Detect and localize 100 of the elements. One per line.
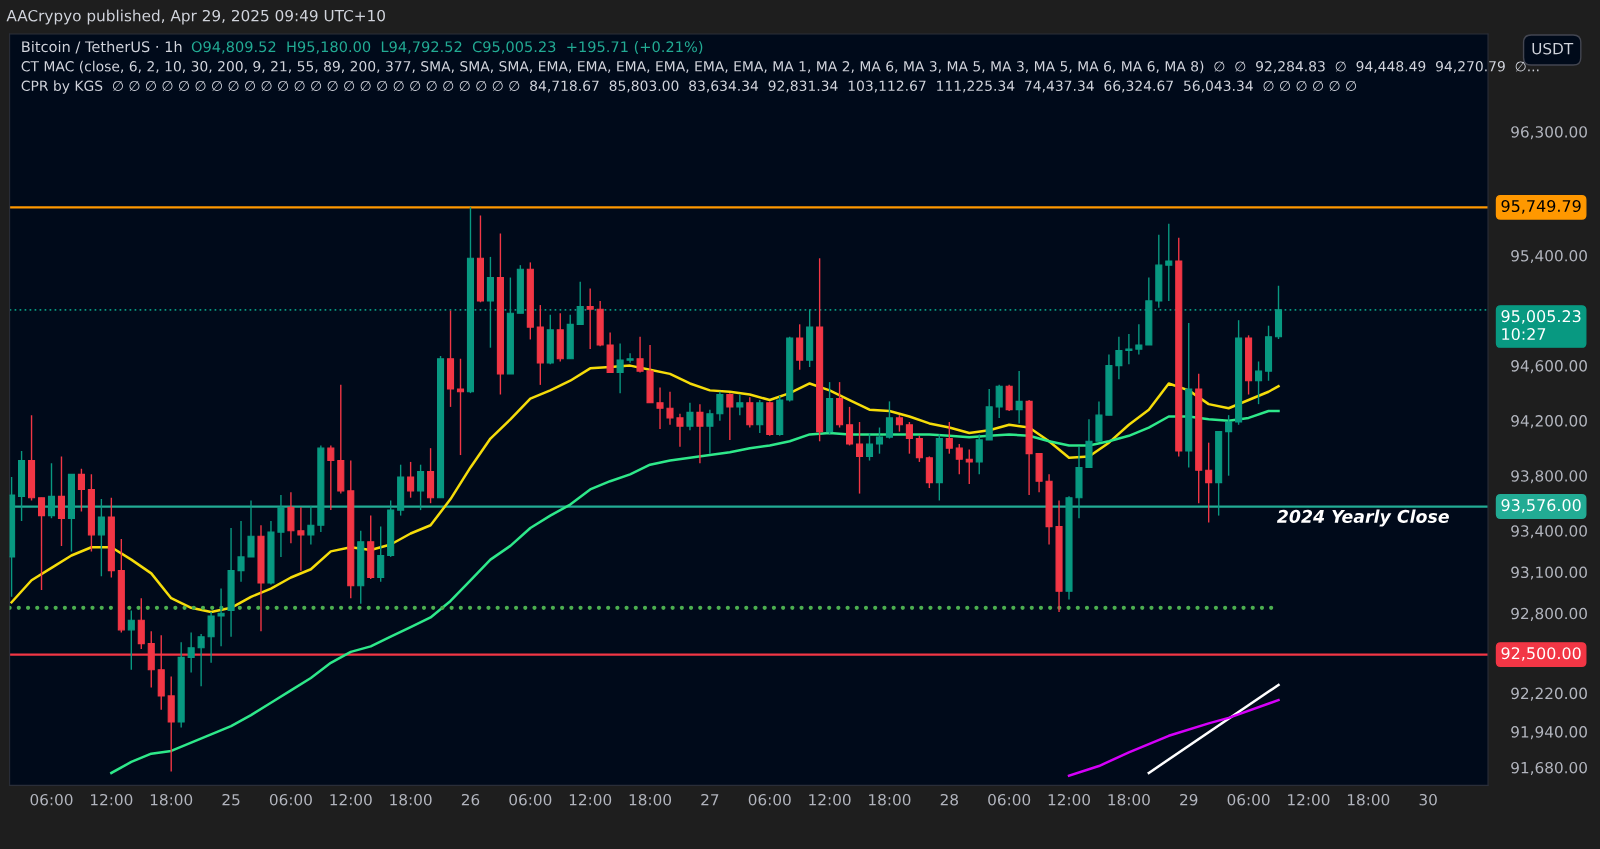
ref-line-label: 95,749.79 <box>1501 199 1581 214</box>
y-tick-label: 92,220.00 <box>1511 687 1587 701</box>
x-tick-label: 18:00 <box>1347 793 1390 806</box>
x-tick-label: 18:00 <box>1108 793 1150 806</box>
candlestick <box>686 402 694 431</box>
candlestick <box>37 497 46 591</box>
y-tick-label: 92,800.00 <box>1511 607 1587 621</box>
candlestick <box>217 587 225 648</box>
candlestick <box>97 498 105 577</box>
candlestick <box>327 444 335 511</box>
annotation: CPR by KGS ∅ ∅ ∅ ∅ ∅ ∅ ∅ ∅ ∅ ∅ ∅ ∅ ∅ ∅ ∅ ∅ ∅ ∅ ∅ ∅ ∅ ∅ ∅ ∅ ∅ 84,718.67 85,803.00 83,634.34 92,831.34 103,112.67 111,225.34 74,437.34 66,324.67 56,043.34 ∅ ∅ ∅ ∅ ∅ ∅ <box>21 80 1357 94</box>
line-series <box>1067 698 1280 777</box>
x-tick-label: 27 <box>701 793 719 806</box>
candlestick <box>676 413 684 448</box>
x-tick-label: 18:00 <box>629 793 672 806</box>
text: AACrypyo published, Apr 29, 2025 09:49 UTC+10 <box>6 9 385 25</box>
candlestick <box>696 403 704 465</box>
x-tick-label: 12:00 <box>569 793 612 806</box>
candlestick <box>47 462 56 520</box>
candlestick <box>955 443 963 476</box>
candlestick <box>616 342 624 394</box>
x-tick-label: 12:00 <box>330 793 372 806</box>
x-tick-label: 12:00 <box>809 793 851 806</box>
candlestick <box>796 323 804 371</box>
x-tick-label: 06:00 <box>988 793 1031 806</box>
candlestick <box>197 633 205 687</box>
x-tick-label: 28 <box>940 793 958 806</box>
candlestick <box>1115 336 1123 381</box>
candlestick <box>865 432 874 462</box>
x-tick-label: 12:00 <box>91 793 133 806</box>
candlestick <box>207 611 215 664</box>
x-tick-label: 18:00 <box>390 793 432 806</box>
candlestick <box>875 426 884 455</box>
x-tick-label: 06:00 <box>30 793 73 806</box>
candlestick <box>1015 370 1023 425</box>
candlestick <box>975 433 983 476</box>
annotation: O94,809.52 H95,180.00 L94,792.52 C95,005.23 +195.71 (+0.21%) <box>191 40 703 54</box>
candlestick <box>297 506 305 572</box>
candlestick <box>586 287 594 350</box>
y-tick-label: 93,100.00 <box>1511 566 1587 580</box>
x-tick-label: 18:00 <box>869 793 911 806</box>
annotation: CT MAC (close, 6, 2, 10, 30, 200, 9, 21, 55, 89, 200, 377, SMA, SMA, SMA, EMA, EMA, EMA, EMA, EMA, EMA, MA 1, MA 2, MA 6, MA 3, MA 5, MA 3, MA 5, MA 6, MA 6, MA 8) ∅ ∅ 92,284.83 ∅ 94,448.49 94,270.79 ∅... <box>21 60 1539 74</box>
chart-title: Bitcoin / TetherUS · 1h <box>22 40 182 54</box>
candlestick <box>1135 323 1143 356</box>
x-tick-label: 06:00 <box>269 793 312 806</box>
candlestick <box>756 399 764 434</box>
candlestick <box>456 358 465 456</box>
candlestick <box>1005 384 1013 412</box>
ref-line-label: 95,005.23 10:27 <box>1501 310 1581 341</box>
candlestick <box>746 396 754 429</box>
candlestick <box>1205 441 1213 524</box>
candlestick <box>486 256 494 349</box>
candlestick <box>1165 223 1173 302</box>
candlestick <box>885 400 894 440</box>
candlestick <box>965 448 973 485</box>
text: USDT <box>1532 42 1574 55</box>
candlestick <box>1255 360 1263 405</box>
ref-line-label: 93,576.00 <box>1501 499 1581 513</box>
candlestick <box>137 597 145 650</box>
annotation: 2024 Yearly Close <box>1276 509 1449 527</box>
candlestick <box>57 455 66 547</box>
candlestick <box>726 392 734 441</box>
x-tick-label: 06:00 <box>1227 793 1270 806</box>
x-tick-label: 06:00 <box>509 793 552 806</box>
candlestick <box>636 336 644 374</box>
candlestick <box>377 525 385 583</box>
y-tick-label: 93,800.00 <box>1511 470 1587 484</box>
x-tick-label: 06:00 <box>748 793 791 806</box>
x-tick-label: 18:00 <box>150 793 193 806</box>
candlestick <box>187 631 195 674</box>
y-tick-label: 94,600.00 <box>1511 360 1587 374</box>
y-tick-label: 95,400.00 <box>1511 249 1587 264</box>
candlestick <box>237 520 245 583</box>
y-tick-label: 94,200.00 <box>1511 415 1587 429</box>
y-tick-label: 96,300.00 <box>1511 126 1587 140</box>
candlestick <box>915 435 923 463</box>
x-tick-label: 12:00 <box>1048 793 1091 806</box>
candlestick <box>905 421 913 455</box>
candlestick <box>1225 414 1233 477</box>
candlestick <box>945 421 953 455</box>
x-tick-label: 25 <box>222 793 240 806</box>
x-tick-label: 29 <box>1180 793 1198 806</box>
candlestick <box>77 468 85 513</box>
candlestick <box>706 408 714 455</box>
candlestick <box>247 499 255 558</box>
x-tick-label: 30 <box>1419 793 1437 806</box>
y-tick-label: 91,940.00 <box>1511 726 1587 740</box>
y-tick-label: 91,680.00 <box>1511 761 1587 776</box>
candlestick <box>127 609 135 671</box>
candlestick <box>736 393 744 416</box>
candlestick <box>626 352 634 364</box>
candlestick <box>995 384 1003 419</box>
x-tick-label: 12:00 <box>1288 793 1330 806</box>
candlestick <box>287 491 295 544</box>
ref-line-label: 92,500.00 <box>1501 647 1581 661</box>
candlestick <box>307 505 315 546</box>
candlestick <box>656 386 664 430</box>
candlestick <box>1125 333 1133 365</box>
candlestick <box>716 391 724 422</box>
y-tick-label: 93,400.00 <box>1511 525 1587 539</box>
